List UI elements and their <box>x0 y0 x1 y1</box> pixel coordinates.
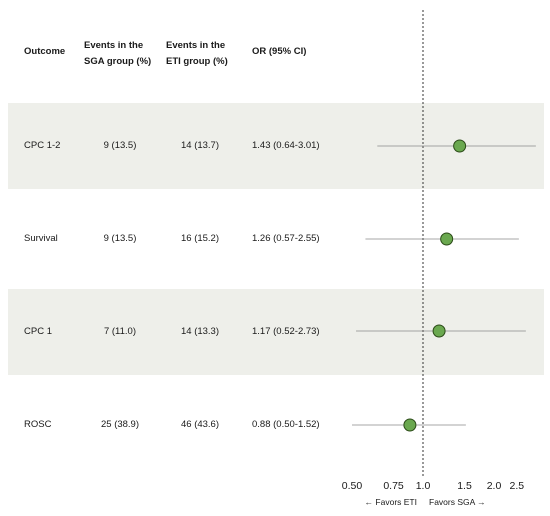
row-outcome-cpc-1-2: CPC 1-2 <box>24 140 61 151</box>
header-outcome: Outcome <box>24 46 66 57</box>
header-sga-line-1: Events in the <box>84 40 144 51</box>
header-eti-events: Events in the ETI group (%) <box>166 38 228 70</box>
row-or-survival: 1.26 (0.57-2.55) <box>252 233 320 244</box>
or-point-0 <box>453 139 467 153</box>
row-eti-cpc-1: 14 (13.3) <box>180 326 220 337</box>
header-sga-line-2: SGA group (%) <box>84 56 152 67</box>
or-point-1 <box>440 232 454 246</box>
favors-eti-label: ← Favors ETI <box>365 497 417 507</box>
row-sga-survival: 9 (13.5) <box>103 233 137 244</box>
row-band-cpc-1 <box>8 289 544 375</box>
or-point-3 <box>403 418 417 432</box>
row-eti-rosc: 46 (43.6) <box>180 419 220 430</box>
x-tick-label: 2.5 <box>510 480 525 492</box>
x-tick-label: 0.75 <box>383 480 404 492</box>
x-tick-label: 2.0 <box>487 480 502 492</box>
row-eti-survival: 16 (15.2) <box>180 233 220 244</box>
x-tick-label: 0.50 <box>342 480 363 492</box>
row-sga-rosc: 25 (38.9) <box>100 419 140 430</box>
row-or-cpc-1-2: 1.43 (0.64-3.01) <box>252 140 320 151</box>
row-outcome-survival: Survival <box>24 233 58 244</box>
header-eti-line-1: Events in the <box>166 40 226 51</box>
row-sga-cpc-1: 7 (11.0) <box>103 326 137 337</box>
x-tick-label: 1.0 <box>416 480 431 492</box>
or-point-2 <box>432 324 446 338</box>
row-outcome-cpc-1: CPC 1 <box>24 326 52 337</box>
header-sga-events: Events in the SGA group (%) <box>84 38 151 70</box>
row-sga-cpc-1-2: 9 (13.5) <box>103 140 137 151</box>
row-or-cpc-1: 1.17 (0.52-2.73) <box>252 326 320 337</box>
row-or-rosc: 0.88 (0.50-1.52) <box>252 419 320 430</box>
x-tick-label: 1.5 <box>457 480 472 492</box>
row-eti-cpc-1-2: 14 (13.7) <box>180 140 220 151</box>
header-eti-line-2: ETI group (%) <box>166 56 228 67</box>
header-or-ci: OR (95% CI) <box>252 46 307 57</box>
favors-sga-label: Favors SGA → <box>429 497 486 507</box>
row-outcome-rosc: ROSC <box>24 419 52 430</box>
